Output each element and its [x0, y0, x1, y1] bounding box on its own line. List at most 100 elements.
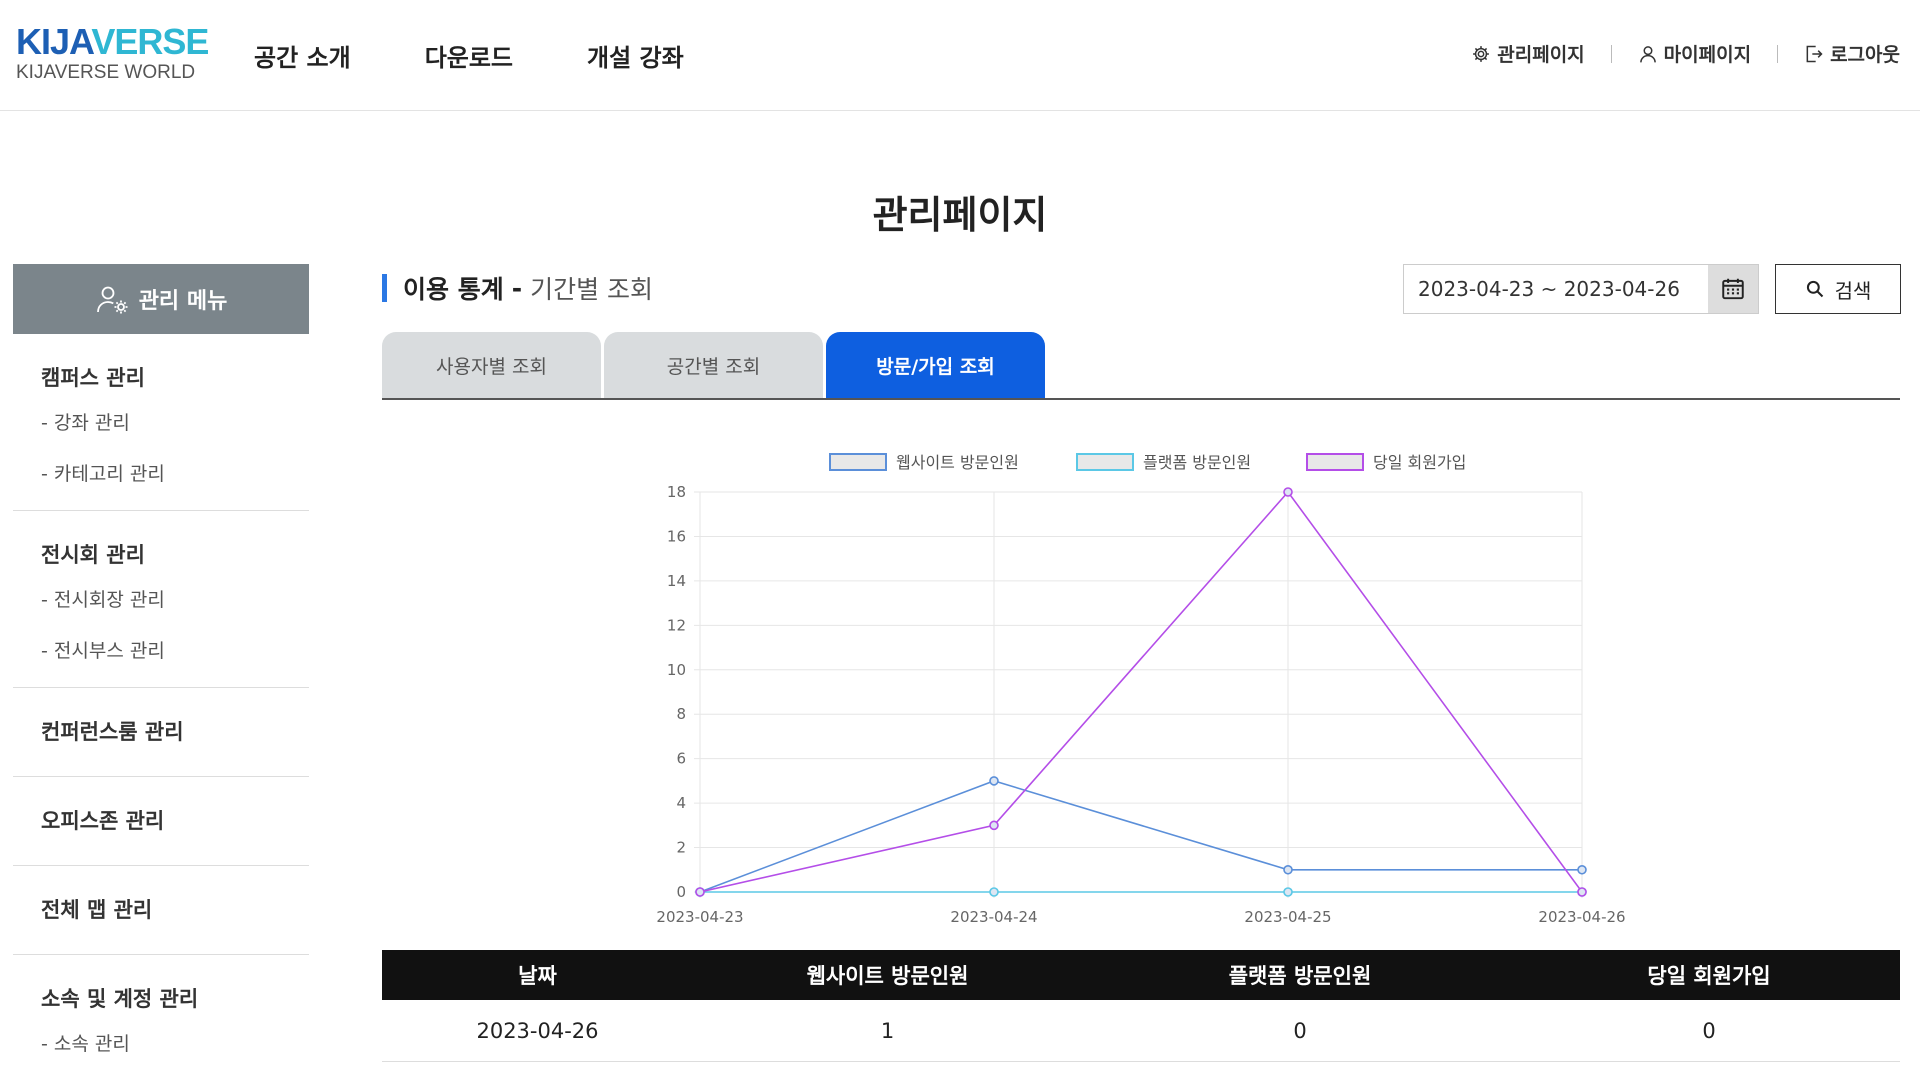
sidebar-group-office: 오피스존 관리 — [13, 777, 309, 866]
page-title: 관리페이지 — [872, 193, 1048, 237]
calendar-icon — [1722, 278, 1744, 300]
cell-signups: 0 — [1702, 1018, 1716, 1043]
calendar-button[interactable] — [1708, 265, 1758, 313]
utility-menu: 관리페이지 마이페이지 로그아웃 — [1471, 40, 1900, 67]
sidebar-item-exhibition[interactable]: 전시회 관리 — [41, 543, 145, 567]
section-title: 이용 통계 - 기간별 조회 — [382, 270, 653, 306]
main-nav: 공간 소개 다운로드 개설 강좌 — [254, 38, 684, 73]
divider — [1610, 44, 1612, 63]
section-title-bar — [382, 274, 387, 302]
section-title-dash: - — [511, 273, 523, 303]
cell-platform-visitors: 0 — [1293, 1018, 1307, 1043]
y-tick-label: 16 — [667, 527, 686, 545]
section-title-sub: 기간별 조회 — [530, 275, 654, 304]
tab-visit-signup[interactable]: 방문/가입 조회 — [826, 332, 1045, 398]
sidebar-group-account: 소속 및 계정 관리 - 소속 관리 — [13, 955, 309, 1080]
legend-label: 웹사이트 방문인원 — [896, 453, 1019, 472]
tab-by-user[interactable]: 사용자별 조회 — [382, 332, 601, 398]
data-point — [1283, 487, 1293, 497]
admin-page-label: 관리페이지 — [1497, 44, 1585, 66]
sidebar-subitem-affiliation[interactable]: - 소속 관리 — [41, 1033, 130, 1055]
user-settings-icon — [96, 286, 128, 314]
logo-text-b: VERSE — [91, 21, 209, 62]
legend-label: 플랫폼 방문인원 — [1143, 453, 1251, 472]
sidebar-subitem-exhibition-booth[interactable]: - 전시부스 관리 — [41, 640, 165, 662]
sidebar-item-campus[interactable]: 캠퍼스 관리 — [41, 366, 145, 390]
x-tick-label: 2023-04-24 — [950, 908, 1037, 926]
cell-date: 2023-04-26 — [476, 1018, 599, 1043]
logout-link[interactable]: 로그아웃 — [1804, 40, 1900, 67]
col-signups: 당일 회원가입 — [1647, 964, 1771, 988]
data-point — [695, 887, 705, 897]
table-header: 날짜 웹사이트 방문인원 플랫폼 방문인원 당일 회원가입 — [382, 950, 1900, 1000]
sidebar-group-conference: 컨퍼런스룸 관리 — [13, 688, 309, 777]
legend-swatch — [1306, 453, 1364, 471]
stat-tabs: 사용자별 조회 공간별 조회 방문/가입 조회 — [382, 332, 1900, 400]
nav-courses[interactable]: 개설 강좌 — [587, 44, 684, 72]
data-point — [989, 820, 999, 831]
data-point — [1577, 864, 1587, 875]
y-tick-label: 2 — [676, 839, 686, 857]
sidebar-group-exhibition: 전시회 관리 - 전시회장 관리 - 전시부스 관리 — [13, 511, 309, 688]
sidebar-item-office[interactable]: 오피스존 관리 — [41, 809, 165, 833]
legend-swatch — [829, 453, 887, 471]
logo-mark: KIJAVERSE — [16, 24, 209, 60]
y-tick-label: 14 — [667, 572, 686, 590]
sidebar-item-conference[interactable]: 컨퍼런스룸 관리 — [41, 720, 184, 744]
legend-swatch — [1076, 453, 1134, 471]
col-website-visitors: 웹사이트 방문인원 — [806, 964, 969, 988]
x-tick-label: 2023-04-26 — [1538, 908, 1625, 926]
y-tick-label: 12 — [667, 616, 686, 634]
logout-label: 로그아웃 — [1830, 44, 1900, 66]
sidebar-subitem-course[interactable]: - 강좌 관리 — [41, 412, 130, 434]
sidebar-item-map[interactable]: 전체 맵 관리 — [41, 898, 153, 922]
chart-svg: 0 2 4 6 8 10 12 14 16 18 2023-04-23 2023-04-24 2023-… — [656, 453, 1626, 926]
logo-subtitle: KIJAVERSE WORLD — [16, 62, 196, 83]
y-tick-label: 8 — [676, 705, 686, 723]
y-tick-label: 4 — [676, 794, 686, 812]
sidebar-item-account[interactable]: 소속 및 계정 관리 — [41, 987, 199, 1011]
x-tick-label: 2023-04-23 — [656, 908, 743, 926]
sidebar-group-campus: 캠퍼스 관리 - 강좌 관리 - 카테고리 관리 — [13, 334, 309, 511]
divider — [1777, 44, 1779, 63]
logo[interactable]: KIJAVERSE KIJAVERSE WORLD — [16, 24, 209, 84]
admin-page-link[interactable]: 관리페이지 — [1471, 40, 1585, 67]
data-point — [1283, 864, 1293, 875]
nav-download[interactable]: 다운로드 — [424, 44, 514, 72]
y-tick-label: 0 — [676, 883, 686, 901]
mypage-label: 마이페이지 — [1663, 44, 1752, 66]
top-header: KIJAVERSE KIJAVERSE WORLD 공간 소개 다운로드 개설 … — [0, 0, 1920, 111]
date-range-field[interactable]: 2023-04-23 ~ 2023-04-26 — [1403, 264, 1759, 314]
sidebar: 관리 메뉴 캠퍼스 관리 - 강좌 관리 - 카테고리 관리 전시회 관리 - … — [13, 264, 309, 1080]
sidebar-subitem-exhibition-hall[interactable]: - 전시회장 관리 — [41, 589, 165, 611]
y-tick-label: 10 — [667, 661, 686, 679]
data-point — [989, 776, 999, 786]
data-point — [1283, 887, 1293, 897]
tab-by-space[interactable]: 공간별 조회 — [604, 332, 823, 398]
line-chart: 0 2 4 6 8 10 12 14 16 18 2023-04-23 2023-04-24 2023-… — [382, 438, 1900, 928]
x-tick-label: 2023-04-25 — [1244, 908, 1331, 926]
y-tick-label: 18 — [667, 483, 686, 501]
section-title-main: 이용 통계 — [403, 275, 504, 304]
sidebar-group-map: 전체 맵 관리 — [13, 866, 309, 955]
logout-icon — [1806, 45, 1823, 62]
search-button-label: 검색 — [1834, 278, 1872, 303]
col-date: 날짜 — [518, 964, 557, 988]
y-tick-label: 6 — [676, 750, 686, 768]
nav-space-intro[interactable]: 공간 소개 — [254, 44, 351, 72]
cell-website-visitors: 1 — [880, 1018, 895, 1043]
col-platform-visitors: 플랫폼 방문인원 — [1228, 964, 1372, 988]
user-icon — [1639, 45, 1656, 62]
series-line — [699, 490, 1583, 893]
gear-icon — [1473, 45, 1490, 62]
data-point — [1577, 887, 1587, 897]
data-point — [989, 887, 999, 897]
date-range-value: 2023-04-23 ~ 2023-04-26 — [1418, 277, 1680, 301]
sidebar-subitem-category[interactable]: - 카테고리 관리 — [41, 463, 165, 485]
sidebar-header-label: 관리 메뉴 — [138, 289, 228, 314]
table-row: 2023-04-26 1 0 0 — [382, 1000, 1900, 1062]
mypage-link[interactable]: 마이페이지 — [1638, 40, 1751, 67]
search-button[interactable]: 검색 — [1775, 264, 1901, 314]
sidebar-header: 관리 메뉴 — [13, 264, 309, 334]
series-line — [699, 780, 1582, 893]
